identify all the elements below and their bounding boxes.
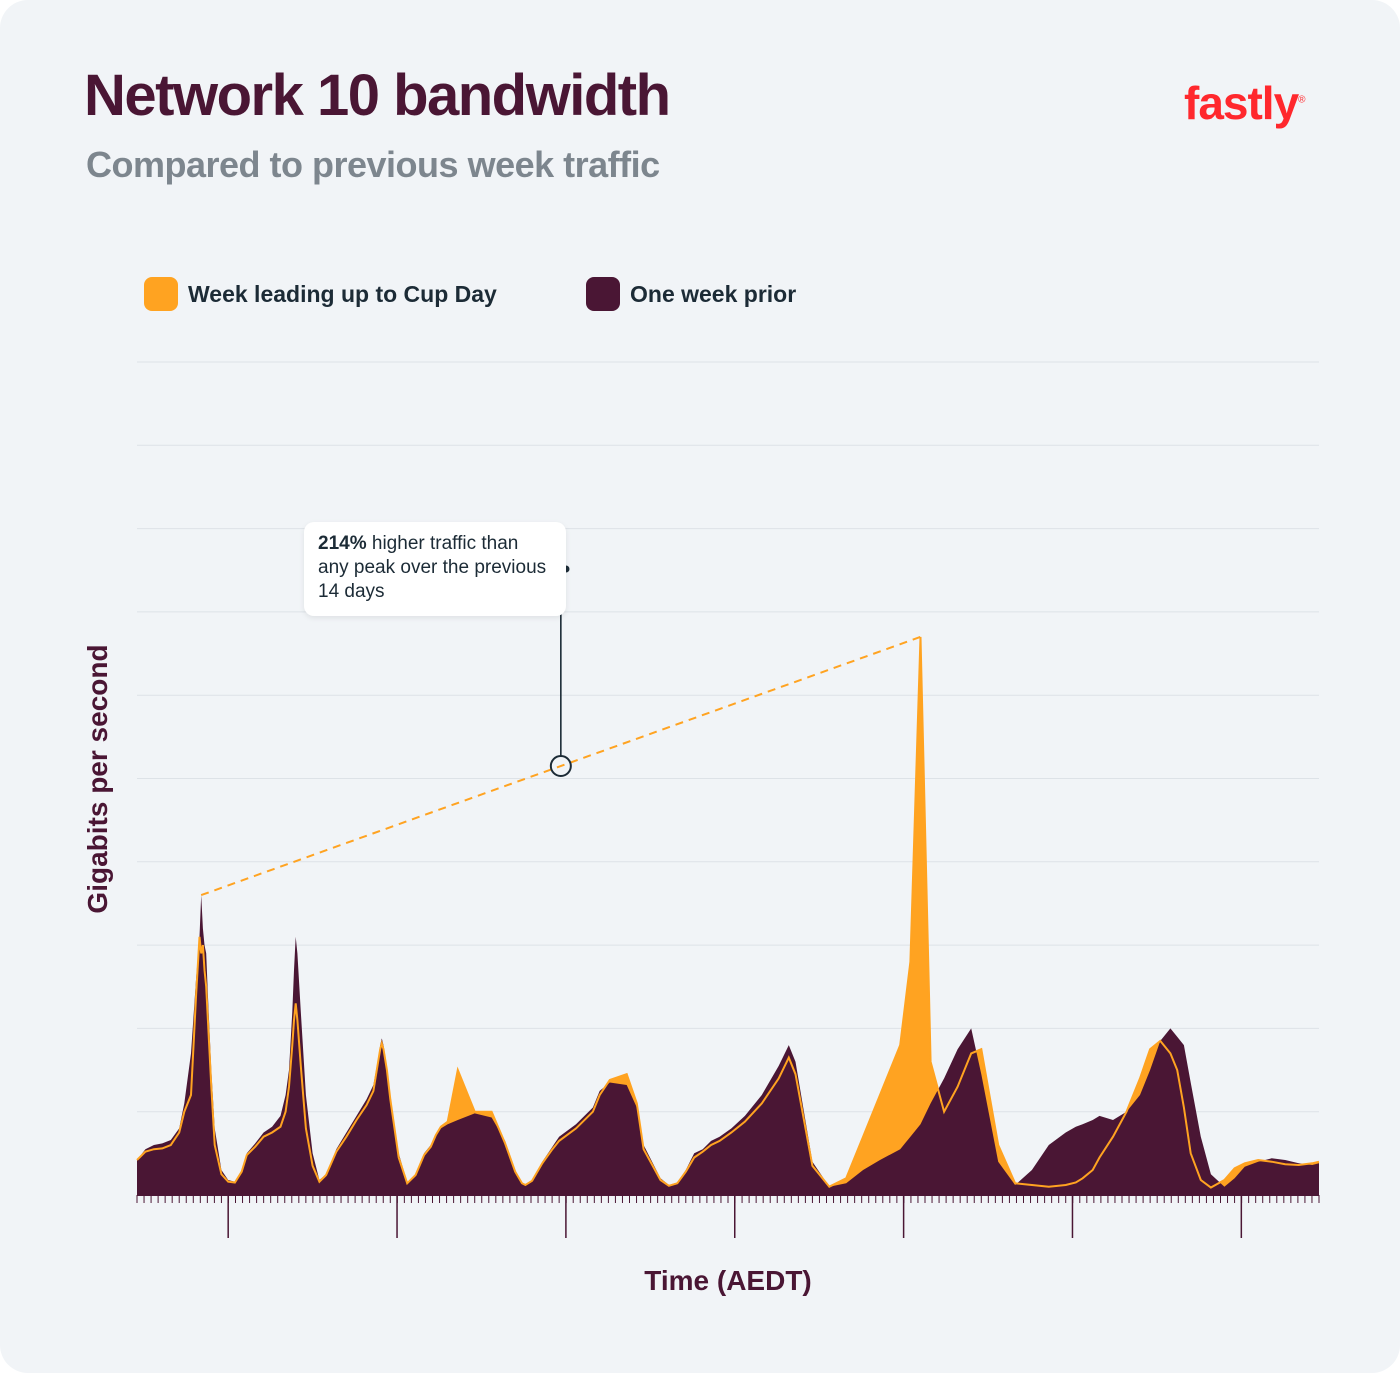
x-axis <box>136 1194 1320 1238</box>
chart-title: Network 10 bandwidth <box>84 63 671 128</box>
legend-item-cup-week: Week leading up to Cup Day <box>144 277 497 311</box>
callout-target-ring <box>549 755 572 778</box>
x-axis-label: Time (AEDT) <box>644 1265 812 1296</box>
chart-subtitle: Compared to previous week traffic <box>86 144 660 185</box>
callout-text: higher traffic than any peak over the pr… <box>318 533 547 602</box>
legend-swatch-prior-week <box>586 277 620 311</box>
fastly-logo: fastly® <box>1184 76 1306 130</box>
callout-highlight: 214% <box>318 533 367 554</box>
y-axis-label: Gigabits per second <box>82 644 113 914</box>
gridlines <box>137 361 1319 1113</box>
peak-comparison-line <box>200 635 921 897</box>
area-prior-week <box>137 895 1319 1195</box>
legend-label-cup-week: Week leading up to Cup Day <box>188 280 497 307</box>
line-cup-week <box>136 636 1320 1189</box>
logo-text: fastly <box>1184 77 1299 129</box>
legend-item-prior-week: One week prior <box>586 277 796 311</box>
callout-box: 214% higher traffic than any peak over t… <box>304 522 566 616</box>
logo-registered-mark: ® <box>1298 94 1306 106</box>
legend-label-prior-week: One week prior <box>630 280 797 307</box>
legend-swatch-cup-week <box>144 277 178 311</box>
